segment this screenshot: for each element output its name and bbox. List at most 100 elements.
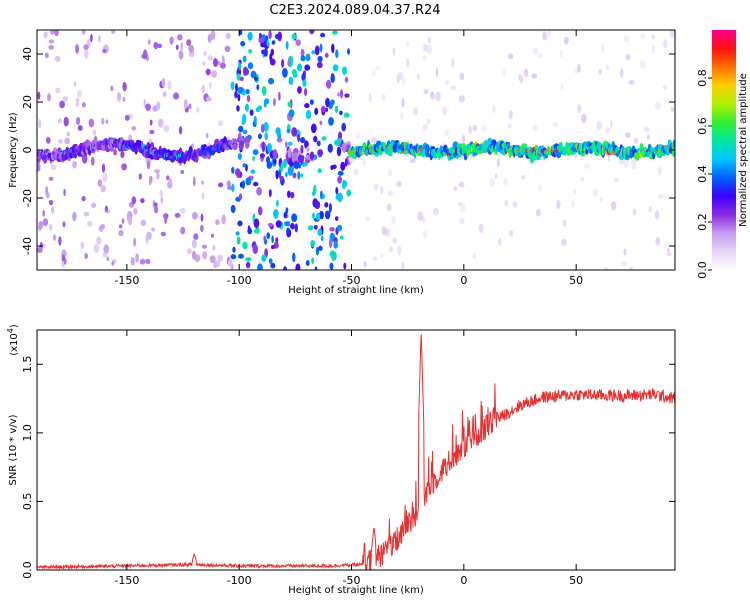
x-tick-label: -100	[227, 574, 252, 587]
spectrogram-cell	[507, 124, 512, 129]
spectrogram-cell	[342, 180, 348, 188]
spectrogram-cell	[214, 260, 221, 268]
spectrogram-cell	[340, 161, 346, 171]
spectrogram-cell	[237, 153, 242, 160]
spectrogram-cell	[283, 158, 287, 169]
spectrogram-cell	[90, 33, 93, 43]
spectrogram-cell	[277, 31, 283, 42]
spectrogram-cell	[111, 261, 114, 266]
spectrogram-cell	[435, 67, 439, 78]
spectrogram-cell	[247, 62, 254, 70]
spectrogram-cell	[146, 231, 152, 240]
spectrogram-cell	[339, 235, 344, 240]
spectrogram-cell	[422, 124, 429, 131]
spectrogram-cell	[371, 137, 377, 144]
spectrogram-cell	[62, 96, 69, 102]
spectrogram-cell	[167, 80, 172, 90]
spectrogram-cell	[46, 136, 51, 144]
spectrogram-cell	[236, 105, 240, 112]
spectrogram-cell	[213, 58, 218, 67]
colorbar-tick-label: 0.0	[696, 261, 709, 279]
spectrogram-cell	[188, 44, 195, 53]
spectrogram-cell	[340, 89, 343, 99]
spectrogram-cell	[310, 123, 317, 134]
spectrogram-cell	[210, 30, 216, 40]
spectrogram-cell	[48, 200, 54, 206]
spectrogram-cell	[458, 95, 465, 103]
spectrogram-cell	[238, 253, 244, 259]
colorbar-bar	[712, 30, 736, 270]
spectrogram-cell	[54, 30, 59, 37]
spectrogram-cell	[162, 91, 167, 98]
spectrogram-cell	[382, 228, 388, 235]
spectrogram-cell	[242, 55, 247, 63]
spectrogram-cell	[279, 175, 285, 181]
spectrogram-cell	[508, 110, 513, 120]
spectrogram-cell	[347, 48, 350, 55]
colorbar-tick-label: 0.8	[696, 69, 709, 87]
spectrogram-cell	[571, 200, 575, 208]
spectrogram-cell	[343, 262, 347, 270]
spectrogram-cell	[45, 186, 49, 196]
spectrogram-x-axis-label: Height of straight line (km)	[288, 285, 424, 296]
spectrogram-cell	[269, 58, 276, 66]
spectrogram-cell	[75, 97, 80, 103]
spectrogram-cell	[151, 227, 155, 232]
spectrogram-cell	[319, 43, 323, 53]
spectrogram-cell	[292, 172, 297, 179]
spectrogram-cell	[344, 93, 350, 98]
spectrogram-cell	[302, 79, 307, 87]
spectrogram-cell	[305, 260, 310, 266]
spectrogram-cell	[561, 238, 567, 246]
spectrogram-cell	[264, 132, 269, 141]
spectrogram-cell	[122, 81, 127, 92]
spectrogram-cell	[113, 148, 117, 156]
spectrogram-cell	[292, 252, 296, 263]
x-tick-label: 50	[569, 274, 583, 287]
spectrogram-cell	[624, 160, 629, 169]
spectrogram-cell	[401, 77, 406, 85]
y-tick-label: 0.0	[21, 561, 34, 579]
spectrogram-cell	[287, 57, 291, 67]
y-tick-label: -40	[21, 237, 34, 255]
spectrogram-cell	[320, 235, 324, 242]
spectrogram-cell	[260, 42, 266, 48]
spectrogram-cell	[102, 172, 108, 183]
spectrogram-cell	[192, 212, 198, 220]
spectrogram-cell	[81, 196, 86, 202]
colorbar-tick-label: 0.6	[696, 117, 709, 135]
spectrogram-cell	[531, 73, 538, 79]
spectrogram-cell	[44, 52, 49, 59]
spectrogram-cell	[316, 61, 323, 69]
spectrogram-cell	[247, 225, 251, 231]
spectrogram-cell	[186, 39, 192, 47]
spectrogram-cell	[328, 117, 334, 126]
spectrogram-cell	[271, 235, 274, 244]
spectrogram-cell	[300, 55, 306, 62]
spectrogram-cell	[55, 87, 61, 94]
spectrogram-cell	[58, 236, 62, 246]
spectrogram-cell	[373, 256, 378, 262]
spectrogram-cell	[333, 240, 338, 249]
spectrogram-cell	[288, 109, 295, 118]
spectrogram-y-ticks: -40 -20 0 20 40	[21, 47, 675, 255]
spectrogram-cell	[276, 137, 283, 143]
spectrogram-cell	[156, 171, 160, 180]
spectrogram-cell	[503, 68, 506, 76]
spectrogram-cell	[246, 94, 251, 103]
spectrogram-cell	[341, 122, 347, 132]
spectrogram-cell	[48, 45, 55, 50]
spectrogram-cell	[42, 243, 46, 249]
spectrogram-cell	[224, 45, 231, 52]
spectrogram-cell	[256, 84, 260, 91]
spectrogram-cell	[148, 176, 152, 186]
spectrogram-cell	[306, 146, 310, 153]
spectrogram-cell	[355, 131, 361, 140]
spectrogram-cell	[242, 241, 248, 250]
spectrogram-cell	[285, 207, 289, 214]
spectrogram-cell	[314, 266, 318, 270]
snr-x-axis-label: Height of straight line (km)	[288, 585, 424, 596]
spectrogram-cell	[230, 204, 236, 214]
spectrogram-cell	[291, 127, 298, 137]
spectrogram-cell	[392, 237, 396, 244]
